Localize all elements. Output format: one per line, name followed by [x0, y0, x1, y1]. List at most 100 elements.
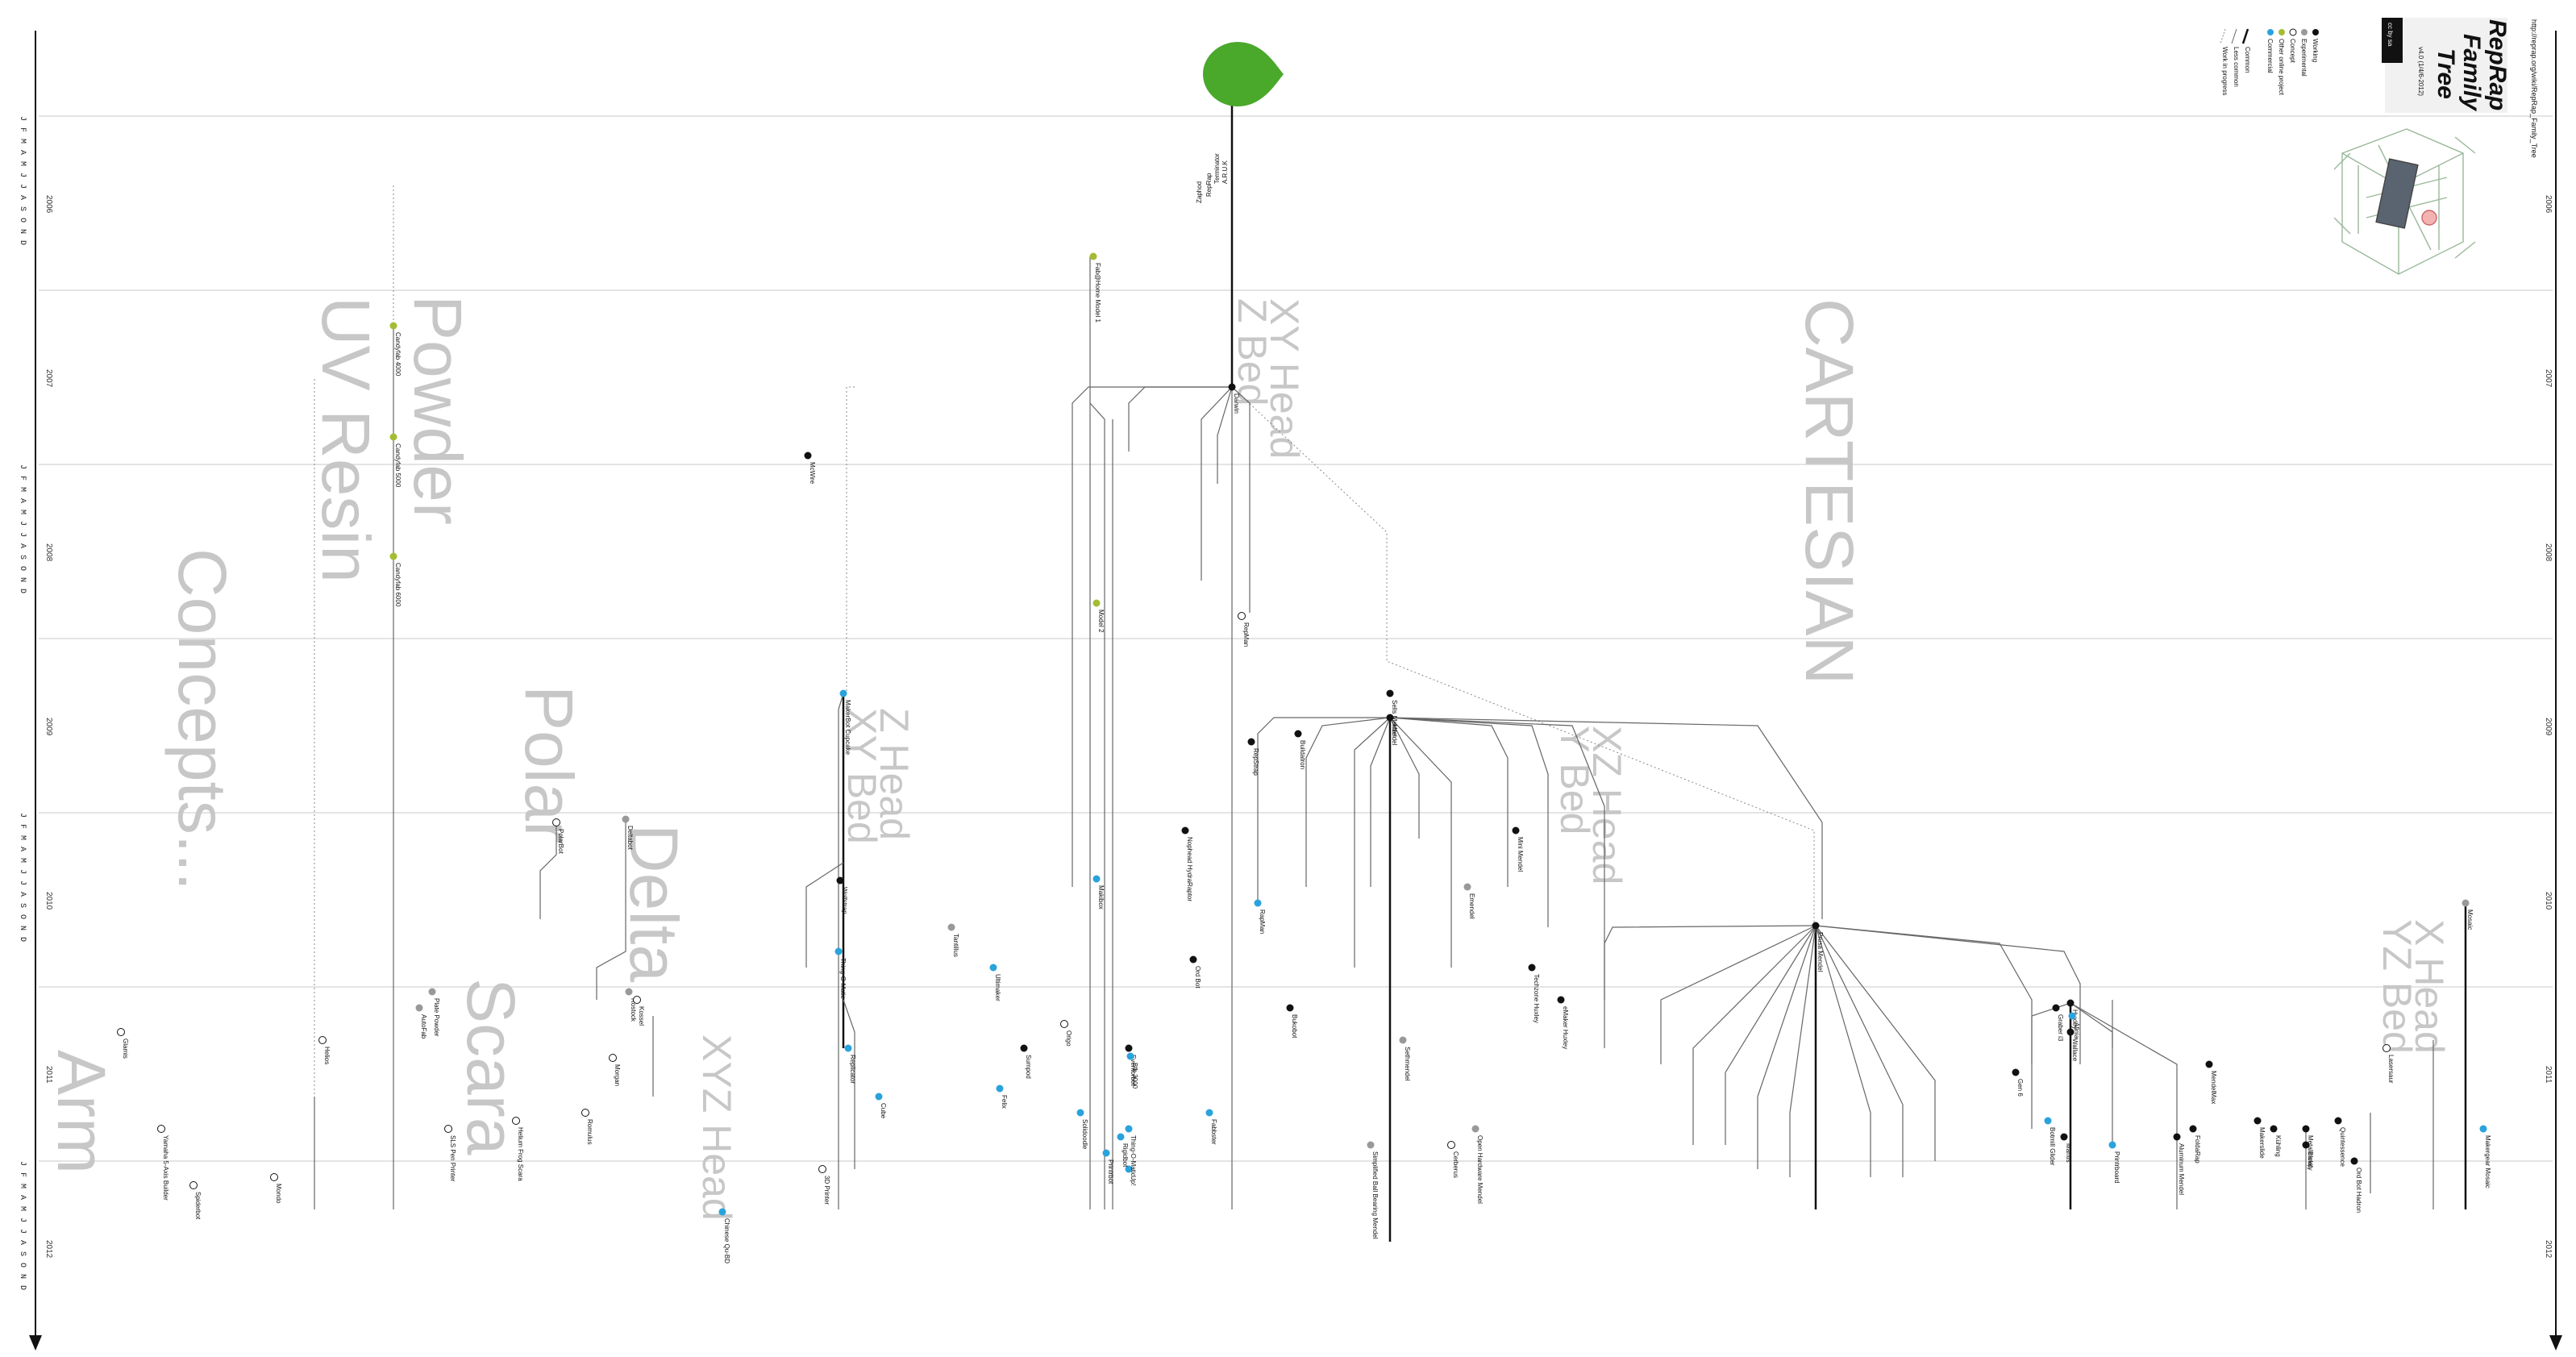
project-node: MendelMax	[2205, 1060, 2217, 1104]
project-node: RapMan	[1254, 899, 1266, 934]
legend-common-line: Common	[2241, 28, 2251, 73]
node-label: Cube	[880, 1103, 887, 1119]
node-marker	[2044, 1117, 2052, 1125]
node-marker	[839, 689, 847, 697]
project-node: FoldaRap	[2189, 1125, 2201, 1163]
project-node: Blokify	[2302, 1141, 2314, 1171]
legend-other-online: Other online project	[2278, 29, 2285, 96]
node-marker	[2066, 1028, 2075, 1036]
category-x-head: X Head	[2407, 919, 2452, 1054]
node-marker	[1125, 1125, 1133, 1133]
node-label: Wolfstrap	[841, 887, 848, 914]
year-label-left: 2010	[44, 892, 53, 910]
project-node: Huxley	[2066, 999, 2079, 1029]
node-marker	[844, 1044, 852, 1052]
node-label: Glamis	[122, 1039, 129, 1059]
project-nodes: Darwin Mendel Prusa Mendel Huxley Wallace Mak…	[117, 252, 2491, 1263]
node-marker	[633, 996, 641, 1004]
project-node: Romulus	[581, 1109, 593, 1145]
node-marker	[1386, 714, 1394, 722]
node-label: Nophead HydraRaptor	[1186, 837, 1193, 901]
node-marker	[428, 988, 436, 996]
node-marker	[1471, 1125, 1479, 1133]
node-marker	[1812, 922, 1820, 930]
svg-text:A.R.U.K: A.R.U.K	[1221, 160, 1229, 184]
node-marker	[2302, 1125, 2310, 1133]
root-node-reprap	[1203, 42, 1284, 106]
project-node: Wolfstrap	[836, 876, 848, 914]
project-node: Morgan	[609, 1054, 621, 1086]
project-node: SLS Pen Printer	[444, 1125, 456, 1182]
project-node: Kühling	[2270, 1125, 2282, 1157]
node-marker	[1125, 1165, 1133, 1173]
node-label: Makibox	[1097, 885, 1105, 910]
project-node: Replicator	[844, 1044, 856, 1084]
node-marker	[1386, 689, 1394, 697]
category-xy-head: XY Head	[1262, 298, 1307, 459]
node-marker	[1463, 883, 1471, 891]
branch-lines	[314, 66, 2467, 1242]
node-label: Mondo	[275, 1184, 282, 1204]
project-node: Mantis	[2060, 1133, 2072, 1163]
project-node: Felix	[996, 1084, 1008, 1109]
node-label: Quintessence	[2339, 1127, 2346, 1167]
project-node: Mosaic	[2462, 899, 2474, 930]
category-cartesian: CARTESIAN	[1792, 298, 1867, 685]
year-label-right: 2006	[2544, 195, 2553, 214]
project-node: Prusa Mendel	[1812, 922, 1824, 972]
node-label: PolarBot	[557, 829, 564, 854]
category-y-bed: Y Bed	[1552, 726, 1597, 835]
node-label: Morgan	[614, 1064, 621, 1086]
node-label: Origo	[1065, 1030, 1072, 1047]
legend-working: Working	[2312, 29, 2319, 62]
node-label: Helium Frog Scara	[517, 1127, 524, 1181]
project-node: Cerberus	[1447, 1141, 1459, 1178]
node-marker	[1294, 730, 1302, 738]
node-marker	[389, 552, 397, 560]
node-label: MakerBot Cupcake	[844, 700, 851, 756]
node-label: Darwin	[1233, 393, 1240, 414]
node-label: McWire	[809, 462, 816, 485]
node-marker	[2060, 1133, 2068, 1141]
node-label: RapMan	[1259, 910, 1266, 934]
project-node: Mondo	[270, 1173, 282, 1204]
year-label-right: 2008	[2544, 543, 2553, 562]
node-label: Helios	[323, 1047, 331, 1064]
project-node: Open Hardware Mendel	[1471, 1125, 1484, 1204]
node-marker	[1512, 826, 1520, 835]
project-node: Cube	[875, 1093, 887, 1119]
node-label: Sethmendel	[1404, 1047, 1411, 1081]
year-label-left: 2009	[44, 718, 53, 736]
node-marker	[2173, 1133, 2181, 1141]
node-marker	[189, 1181, 198, 1189]
node-label: Printrbot	[1107, 1159, 1114, 1184]
node-label: Simplified Ball Bearing Mendel	[1371, 1151, 1379, 1239]
project-node: Tantillus	[947, 923, 959, 957]
node-label: Rigidbot	[1122, 1143, 1129, 1168]
node-label: Bfb 3000	[1131, 1063, 1138, 1089]
title-version: v4.0 (1/4/6-2012)	[2417, 47, 2424, 96]
node-label: eMaker Huxley	[1562, 1006, 1569, 1049]
project-node: Sethmendel	[1399, 1036, 1411, 1081]
node-marker	[2462, 899, 2470, 907]
project-node: Aluminum Mendel	[2173, 1133, 2185, 1195]
category-arm: Arm	[44, 1050, 119, 1174]
node-label: Afinia	[2073, 1022, 2080, 1039]
project-node: Origo	[1060, 1020, 1072, 1047]
node-marker	[804, 452, 812, 460]
month-strip: J F M A M J J A S O N D	[18, 1161, 27, 1291]
node-marker	[2052, 1004, 2060, 1012]
node-marker	[818, 1165, 826, 1173]
year-label-right: 2010	[2544, 892, 2553, 910]
category-concepts: Concepts...	[164, 548, 240, 891]
project-node: Spiderbot	[189, 1181, 202, 1220]
node-marker	[834, 947, 843, 955]
year-labels: 2006 2006 J F M A M J J A S O N D 2007 2007 2…	[18, 116, 2553, 1291]
project-node: Graber i3	[2052, 1004, 2064, 1042]
node-marker	[552, 818, 560, 826]
category-xy-bed: XY Bed	[839, 708, 884, 844]
node-label: Candyfab 6000	[394, 563, 402, 607]
category-xyz-head: XYZ Head	[694, 1034, 739, 1221]
project-node: Ord Bot Hadron	[2350, 1157, 2362, 1213]
node-marker	[2189, 1125, 2197, 1133]
